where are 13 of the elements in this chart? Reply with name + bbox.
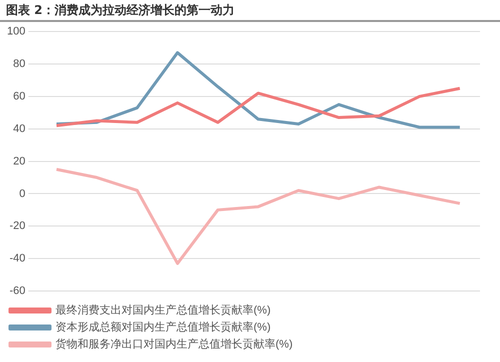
y-tick-label: 0	[19, 188, 26, 200]
legend-label: 最终消费支出对国内生产总值增长贡献率(%)	[56, 304, 271, 317]
y-tick-label: 60	[13, 90, 26, 102]
y-tick-label: -40	[9, 252, 26, 265]
y-tick-label: 80	[13, 58, 26, 70]
chart-title: 图表 2：消费成为拉动经济增长的第一动力	[0, 0, 500, 22]
y-tick-label: 100	[6, 26, 26, 38]
y-tick-label: 40	[13, 122, 26, 135]
legend-label: 货物和服务净出口对国内生产总值增长贡献率(%)	[56, 338, 293, 351]
y-tick-label: -60	[9, 285, 26, 298]
legend-label: 资本形成总额对国内生产总值增长贡献率(%)	[56, 320, 271, 334]
y-tick-label: 20	[13, 155, 26, 168]
y-tick-label: -20	[9, 220, 26, 232]
